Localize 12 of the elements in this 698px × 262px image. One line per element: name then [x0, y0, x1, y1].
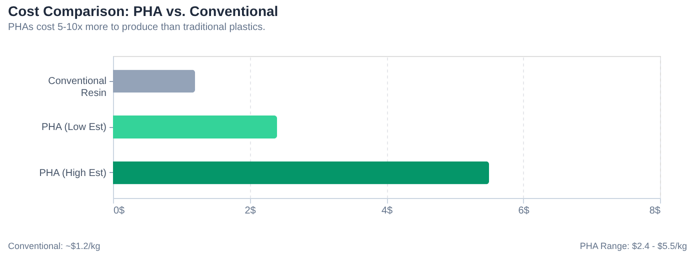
- text: Conventional: ~$1.2/kg: [8, 241, 100, 251]
- y-tick-label: PHA (Low Est): [41, 122, 106, 133]
- chart-subtitle: PHAs cost 5-10x more to produce than traditional plastics.: [8, 22, 266, 33]
- text: PHA Range: $2.4 - $5.5/kg: [580, 241, 687, 251]
- x-tick-label: 0$: [114, 206, 126, 216]
- x-tick-label: 4$: [381, 206, 393, 216]
- x-tick-label: 2$: [244, 206, 256, 216]
- y-tick-label: PHA (High Est): [39, 168, 106, 179]
- x-tick-label: 8$: [649, 206, 661, 216]
- y-tick-label: Conventional Resin: [48, 76, 106, 100]
- chart-title: Cost Comparison: PHA vs. Conventional: [8, 3, 278, 19]
- x-tick-label: 6$: [518, 206, 530, 216]
